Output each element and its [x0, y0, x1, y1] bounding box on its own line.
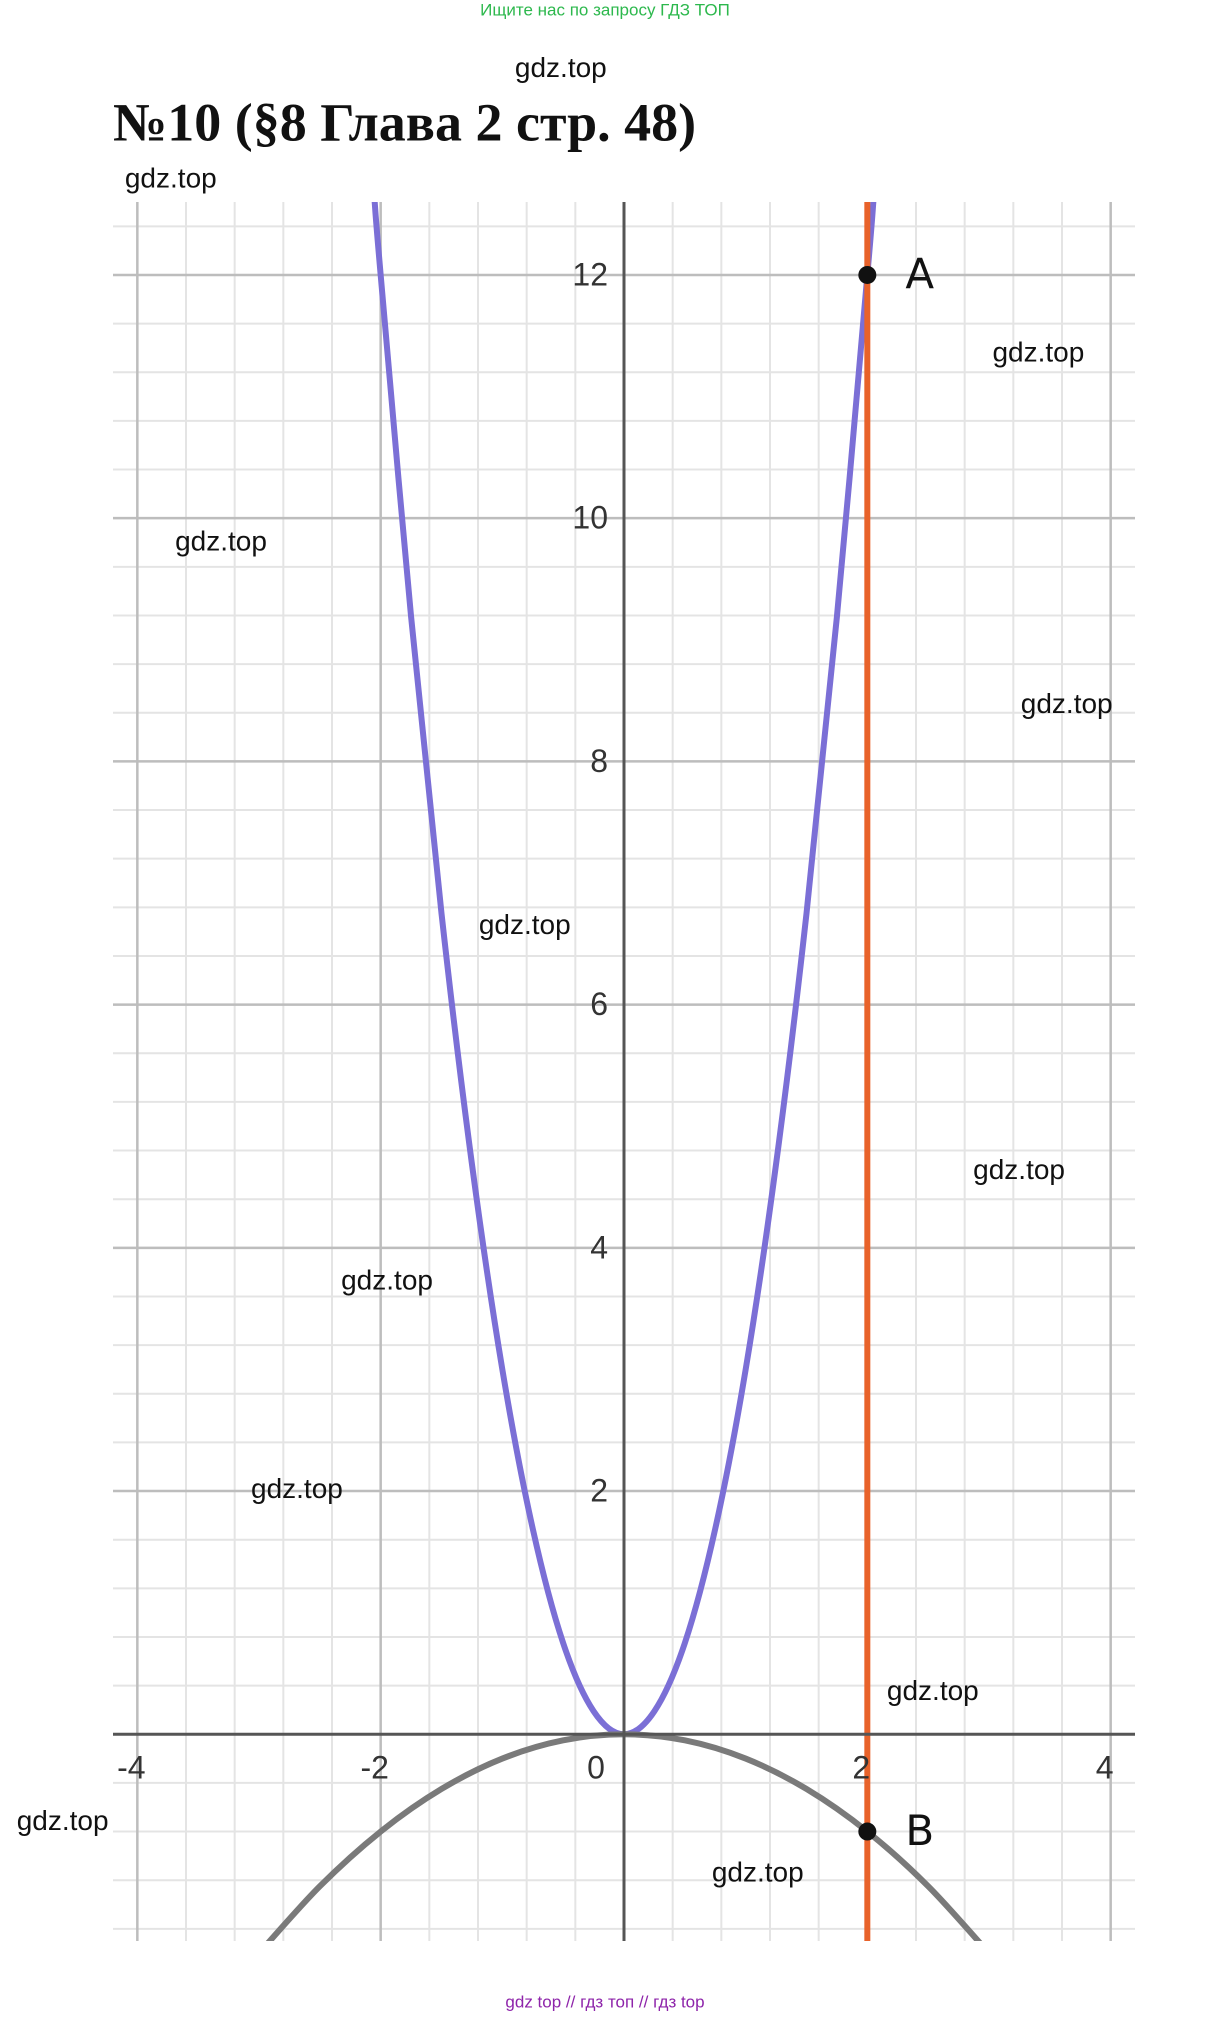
- watermark: gdz.top: [973, 1154, 1065, 1185]
- point: [858, 265, 877, 284]
- banner: Ищите нас по запросу ГДЗ ТОП: [480, 0, 730, 19]
- point: [858, 1822, 877, 1841]
- x-tick-label: -4: [117, 1750, 145, 1786]
- footer: gdz top // гдз топ // гдз top: [505, 1992, 704, 2011]
- watermark: gdz.top: [887, 1675, 979, 1706]
- watermark: gdz.top: [515, 52, 607, 83]
- y-tick-label: 8: [590, 743, 608, 779]
- watermark: gdz.top: [712, 1857, 804, 1888]
- watermark: gdz.top: [175, 526, 267, 557]
- page-title: №10 (§8 Глава 2 стр. 48): [113, 92, 696, 152]
- watermark: gdz.top: [17, 1805, 109, 1836]
- x-tick-label: 2: [852, 1750, 870, 1786]
- watermark: gdz.top: [1021, 688, 1113, 719]
- plot-area: [113, 202, 1135, 1941]
- y-tick-label: 10: [572, 500, 608, 536]
- plot: -4 -2 0 2 4 2 4 6 8 10 12 A B: [113, 202, 1135, 1941]
- y-tick-label: 2: [590, 1473, 608, 1509]
- x-tick-label: 0: [587, 1750, 605, 1786]
- watermark: gdz.top: [479, 909, 571, 940]
- watermark: gdz.top: [992, 336, 1084, 367]
- y-tick-label: 6: [590, 986, 608, 1022]
- y-tick-label: 12: [572, 256, 608, 292]
- x-tick-label: -2: [360, 1750, 388, 1786]
- point-label: B: [905, 1806, 934, 1855]
- watermark: gdz.top: [251, 1473, 343, 1504]
- point-label: A: [905, 249, 934, 298]
- watermark: gdz.top: [125, 163, 217, 194]
- x-tick-label: 4: [1096, 1750, 1114, 1786]
- y-tick-label: 4: [590, 1229, 608, 1265]
- watermark: gdz.top: [341, 1264, 433, 1295]
